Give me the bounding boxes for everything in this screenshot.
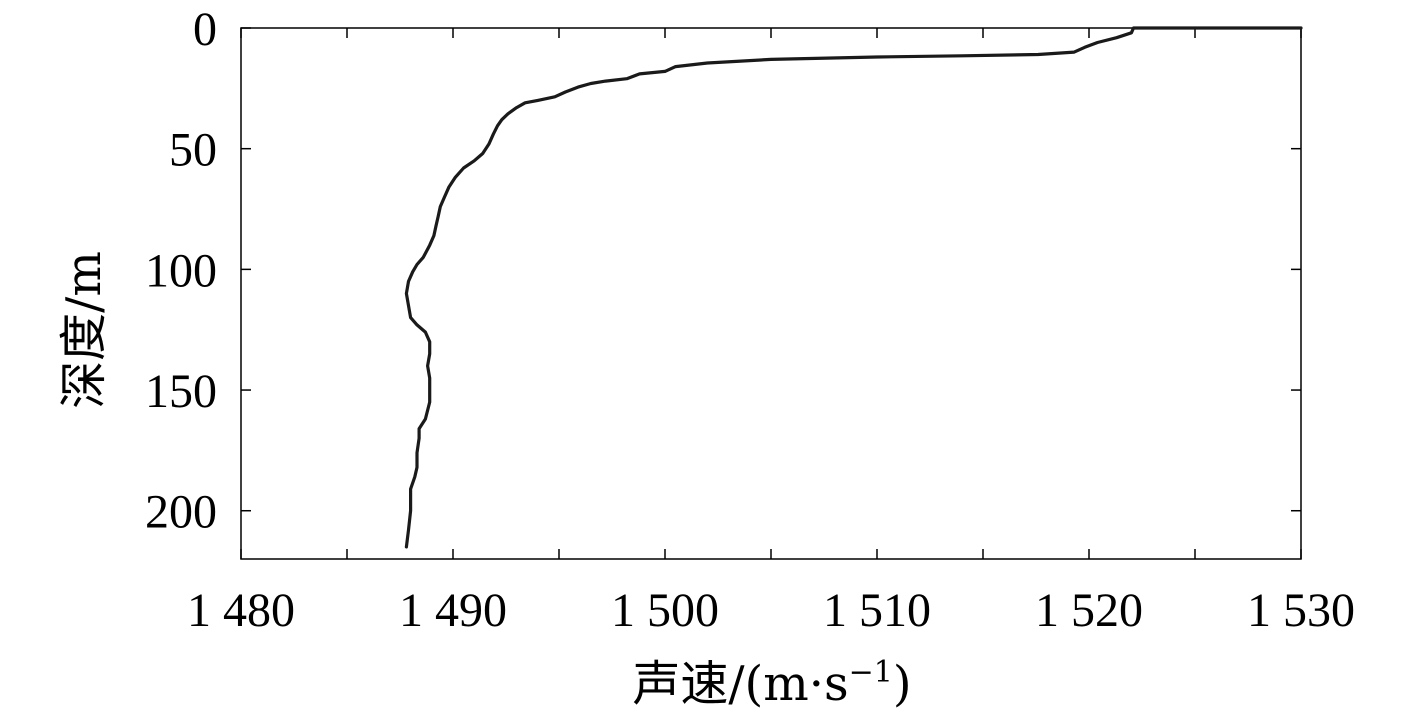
plot-frame (240, 27, 1302, 560)
x-tick-label: 1 520 (1035, 584, 1143, 637)
x-axis-title: 声速/(m·s−1) (632, 655, 911, 712)
x-tick-label: 1 500 (611, 584, 719, 637)
y-tick-label: 200 (145, 486, 217, 539)
x-tick-label: 1 490 (399, 584, 507, 637)
sound-speed-series-line (404, 26, 1303, 549)
y-tick-label: 100 (145, 244, 217, 297)
x-axis-title-close: ) (893, 656, 912, 712)
x-tick-label: 1 480 (187, 584, 295, 637)
y-axis-title: 深度/m (56, 251, 112, 409)
x-axis-title-superscript: −1 (849, 655, 893, 690)
x-axis-title-main: 声速/(m·s (632, 656, 848, 712)
x-tick-label: 1 530 (1247, 584, 1355, 637)
y-tick-label: 0 (193, 3, 217, 56)
y-tick-label: 150 (145, 365, 217, 418)
y-tick-label: 50 (169, 124, 217, 177)
axis-ticks (240, 27, 1302, 559)
axis-tick-labels: 1 480 1 490 1 500 1 510 1 520 1 530 0 50 100 150 2… (145, 3, 1355, 637)
x-tick-label: 1 510 (823, 584, 931, 637)
